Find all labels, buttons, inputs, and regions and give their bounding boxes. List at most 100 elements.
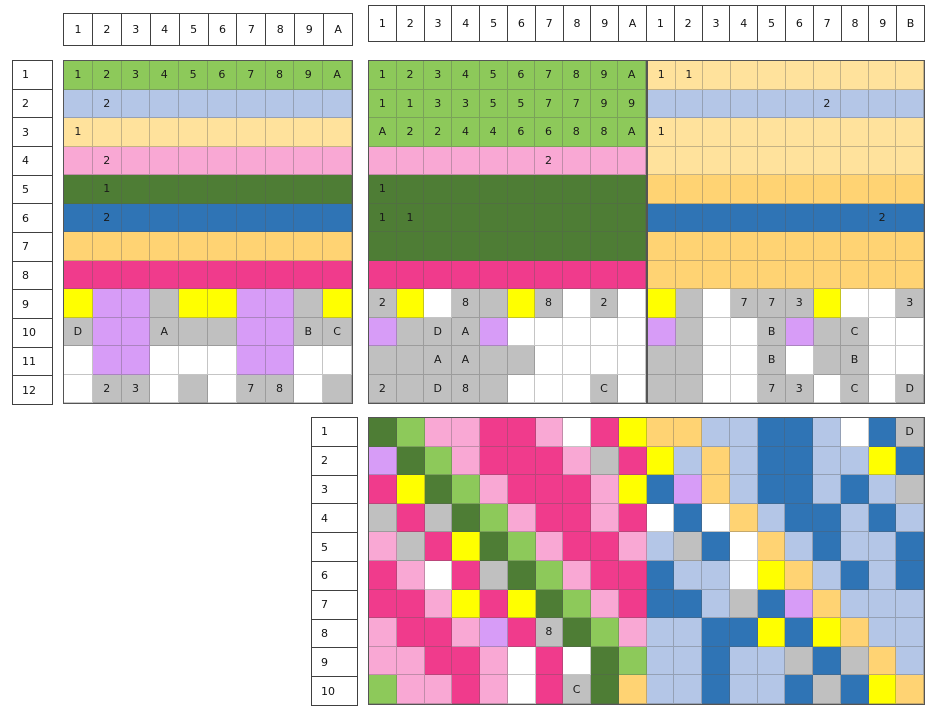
grid-cell (646, 675, 675, 704)
grid-cell (480, 532, 508, 561)
grid-cell (868, 446, 897, 476)
grid-cell (424, 675, 453, 704)
grid-cell: 4 (479, 118, 508, 147)
grid-cell (562, 289, 591, 318)
row-label: 7 (311, 589, 358, 620)
grid-cell (618, 418, 647, 447)
grid-cell (236, 203, 266, 232)
column-header-cell: 5 (758, 6, 786, 41)
grid-cell (675, 374, 704, 403)
grid-cell (590, 317, 619, 346)
grid-cell: 8 (452, 374, 480, 403)
grid-cell (730, 89, 759, 118)
grid-cell: 1 (369, 175, 397, 204)
column-header-cell: 6 (508, 6, 536, 41)
grid-cell (758, 118, 786, 147)
grid-cell (396, 232, 425, 261)
grid-cell (396, 503, 425, 533)
grid-cell (507, 532, 536, 561)
grid-cell (369, 260, 397, 289)
grid-cell (562, 346, 591, 375)
grid-cell (64, 346, 93, 375)
grid-cell (294, 203, 324, 232)
column-header-cell: 2 (397, 6, 425, 41)
column-header-cell: 3 (122, 14, 151, 45)
grid-cell (591, 675, 619, 704)
grid-cell (452, 146, 480, 175)
row-label: 5 (311, 532, 358, 562)
grid-cell (590, 203, 619, 232)
grid-cell (757, 532, 786, 561)
grid-cell (424, 232, 453, 261)
grid-cell: B (758, 317, 786, 346)
grid-cell: C (323, 317, 352, 346)
grid-cell (896, 317, 924, 346)
grid-cell (323, 89, 352, 118)
grid-cell (396, 317, 425, 346)
grid-cell (758, 89, 786, 118)
grid-cell (236, 89, 266, 118)
grid-cell (729, 475, 758, 504)
row-label: 10 (12, 318, 53, 348)
grid-cell (207, 89, 237, 118)
grid-cell (730, 346, 759, 375)
grid-cell (121, 346, 151, 375)
grid-cell (840, 675, 869, 704)
grid-cell (323, 260, 352, 289)
grid-cell (323, 289, 352, 318)
grid-cell (813, 503, 841, 533)
grid-cell (563, 589, 591, 619)
grid-cell (121, 203, 151, 232)
grid-cell (786, 232, 814, 261)
grid-cell: 1 (64, 61, 93, 90)
grid-cell (121, 118, 151, 147)
grid-cell: 9 (590, 89, 619, 118)
grid-cell: 7 (236, 61, 266, 90)
grid-cell (896, 589, 924, 619)
grid-cell (618, 374, 646, 403)
grid-cell (868, 89, 897, 118)
grid-cell: A (618, 118, 646, 147)
grid-cell (840, 446, 869, 476)
grid-cell (535, 503, 564, 533)
grid-cell (674, 618, 702, 647)
column-header-cell: 4 (151, 14, 180, 45)
grid-cell (896, 203, 924, 232)
row-label: 5 (12, 174, 53, 205)
row-label: 9 (12, 289, 53, 320)
row-label: 3 (12, 117, 53, 147)
grid-cell (675, 175, 704, 204)
grid-cell (618, 146, 646, 175)
grid-cell (813, 146, 842, 175)
grid-cell (479, 317, 508, 346)
grid-cell (674, 561, 702, 590)
grid-cell (452, 532, 480, 561)
grid-cell (758, 232, 786, 261)
grid-cell (868, 503, 897, 533)
grid-cell (841, 289, 869, 318)
grid-cell (207, 146, 237, 175)
grid-cell (840, 532, 869, 561)
grid-cell (294, 118, 324, 147)
grid-cell (591, 503, 619, 533)
grid-cell: 2 (590, 289, 619, 318)
grid-cell (813, 260, 842, 289)
grid-cell: 6 (507, 61, 536, 90)
grid-cell (618, 346, 646, 375)
grid-cell (64, 203, 93, 232)
grid-cell: B (841, 346, 869, 375)
grid-cell (396, 675, 425, 704)
grid-cell (92, 118, 122, 147)
grid-cell: 4 (452, 118, 480, 147)
grid-cell (675, 89, 704, 118)
grid-cell (396, 418, 425, 447)
grid-cell (265, 118, 295, 147)
grid-cell (703, 374, 731, 403)
grid-cell (64, 260, 93, 289)
grid-cell (813, 618, 841, 647)
grid-cell (675, 317, 704, 346)
grid-cell (480, 561, 508, 590)
grid-cell (841, 89, 869, 118)
grid-cell (479, 346, 508, 375)
